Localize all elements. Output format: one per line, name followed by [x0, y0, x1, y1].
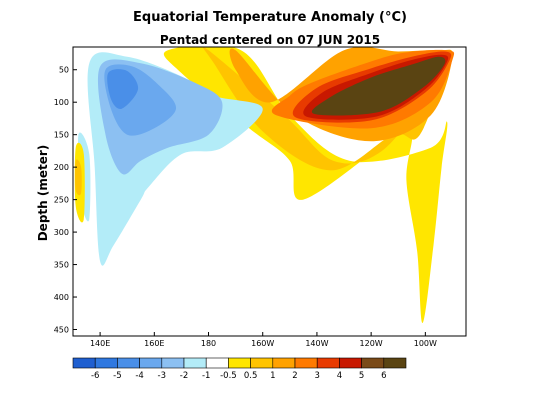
colorbar-swatch [383, 357, 407, 369]
colorbar-swatch [361, 357, 385, 369]
colorbar-label: -6 [91, 371, 99, 381]
colorbar-swatch [228, 357, 251, 369]
x-tick-label: 160W [251, 339, 274, 348]
colorbar-label: 5 [359, 371, 364, 381]
anomaly-region [107, 69, 139, 109]
y-tick-label: 150 [54, 131, 69, 140]
x-tick-label: 140W [305, 339, 328, 348]
colorbar-swatch [117, 357, 140, 369]
colorbar-swatch [72, 357, 96, 369]
colorbar-swatch [161, 357, 185, 369]
colorbar-swatch [94, 357, 118, 369]
y-tick-label: 200 [54, 163, 69, 172]
plot-frame [72, 46, 467, 337]
x-tick-label: 140E [90, 339, 110, 348]
colorbar-swatch [316, 357, 340, 369]
x-tick-label: 120W [360, 339, 383, 348]
chart-title: Equatorial Temperature Anomaly (°C) [133, 10, 407, 25]
x-tick-label: 180 [201, 339, 216, 348]
anomaly-region [75, 159, 82, 196]
y-tick-label: 450 [54, 326, 69, 335]
x-tick-label: 160E [144, 339, 164, 348]
y-tick-label: 300 [54, 228, 69, 237]
plot-area: 140E 160E 180 160W 140W 120W 100W 50 100 150 200 2… [54, 46, 467, 348]
anomaly-region [311, 56, 446, 116]
colorbar-swatch [205, 357, 229, 369]
colorbar-swatch [250, 357, 274, 369]
x-axis-ticks: 140E 160E 180 160W 140W 120W 100W [90, 332, 437, 348]
colorbar-swatch [139, 357, 163, 369]
colorbar-label: -5 [113, 371, 121, 381]
y-axis-label: Depth (meter) [36, 145, 50, 242]
colorbar-label: -0.5 [220, 371, 237, 381]
anomaly-regions [74, 47, 455, 324]
y-tick-label: 100 [54, 98, 69, 107]
y-axis-ticks: 50 100 150 200 250 300 350 400 450 [54, 66, 77, 335]
y-tick-label: 250 [54, 196, 69, 205]
colorbar-swatch [294, 357, 318, 369]
colorbar-label: 4 [337, 371, 342, 381]
colorbar-label: 2 [292, 371, 297, 381]
chart-subtitle: Pentad centered on 07 JUN 2015 [160, 33, 380, 47]
x-tick-label: 100W [414, 339, 437, 348]
colorbar-label: -3 [158, 371, 166, 381]
colorbar-label: 3 [314, 371, 319, 381]
y-tick-label: 400 [54, 293, 69, 302]
y-tick-label: 350 [54, 261, 69, 270]
colorbar-label: 6 [381, 371, 386, 381]
colorbar-swatch [183, 357, 207, 369]
anomaly-region [202, 47, 450, 171]
colorbar: -6 -5 -4 -3 -2 -1 -0.5 0.5 1 2 3 4 5 6 [72, 357, 407, 381]
colorbar-label: 0.5 [244, 371, 258, 381]
colorbar-label: -1 [202, 371, 210, 381]
colorbar-label: 1 [270, 371, 275, 381]
colorbar-label: -4 [135, 371, 143, 381]
colorbar-label: -2 [180, 371, 188, 381]
colorbar-swatch [339, 357, 362, 369]
colorbar-swatch [272, 357, 296, 369]
y-tick-label: 50 [59, 66, 69, 75]
